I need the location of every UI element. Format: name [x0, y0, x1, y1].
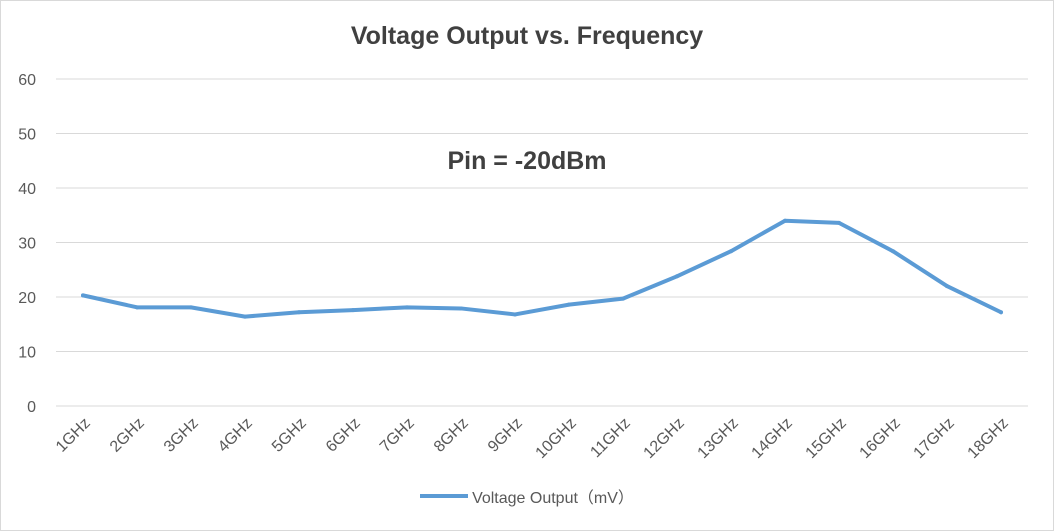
- data-point: [729, 249, 733, 254]
- x-tick-label: 3GHz: [161, 415, 202, 456]
- x-tick-label: 15GHz: [803, 415, 850, 462]
- y-tick-label: 20: [18, 290, 36, 307]
- x-tick-label: 18GHz: [965, 415, 1012, 462]
- x-tick-label: 2GHz: [107, 415, 148, 456]
- y-tick-label: 50: [18, 127, 36, 144]
- x-tick-label: 8GHz: [431, 415, 472, 456]
- x-tick-label: 14GHz: [749, 415, 796, 462]
- grid-lines: [56, 78, 1028, 407]
- x-tick-label: 4GHz: [215, 415, 256, 456]
- data-point: [513, 312, 517, 317]
- x-tick-label: 10GHz: [533, 415, 580, 462]
- series-group: [81, 218, 1003, 319]
- data-point: [999, 310, 1003, 315]
- x-tick-label: 11GHz: [587, 415, 633, 461]
- data-point: [297, 310, 301, 315]
- data-point: [351, 308, 355, 313]
- legend-label: Voltage Output（mV）: [472, 490, 634, 507]
- legend: Voltage Output（mV）: [0, 484, 1054, 508]
- y-tick-label: 30: [18, 236, 36, 253]
- data-point: [81, 293, 85, 298]
- x-tick-label: 6GHz: [323, 415, 364, 456]
- chart-title: Voltage Output vs. Frequency: [350, 22, 704, 50]
- y-tick-label: 10: [18, 345, 36, 362]
- data-point: [675, 274, 679, 279]
- x-tick-label: 9GHz: [485, 415, 526, 456]
- data-point: [567, 302, 571, 307]
- data-point: [459, 306, 463, 311]
- y-tick-label: 0: [27, 399, 36, 416]
- data-point: [405, 305, 409, 310]
- x-tick-label: 16GHz: [857, 415, 904, 462]
- data-point: [621, 296, 625, 301]
- x-tick-label: 17GHz: [911, 415, 958, 462]
- chart-annotation: Pin = -20dBm: [447, 147, 607, 175]
- y-tick-label: 40: [18, 181, 36, 198]
- data-point: [189, 305, 193, 310]
- y-axis-ticks: 0 10 20 30 40 50 60: [18, 72, 36, 416]
- y-tick-label: 60: [18, 72, 36, 89]
- x-tick-label: 7GHz: [377, 415, 418, 456]
- data-point: [783, 218, 787, 223]
- data-point: [135, 305, 139, 310]
- x-tick-label: 13GHz: [695, 415, 742, 462]
- x-tick-label: 1GHz: [53, 415, 94, 456]
- series-line: [81, 218, 1003, 319]
- data-point: [243, 314, 247, 319]
- x-axis-ticks: 1GHz 2GHz 3GHz 4GHz 5GHz 6GHz 7GHz 8GHz 9GHz 10GH…: [53, 415, 1012, 462]
- data-point: [891, 249, 895, 254]
- data-point: [945, 284, 949, 289]
- x-tick-label: 5GHz: [269, 415, 310, 456]
- legend-swatch: [420, 494, 469, 498]
- x-tick-label: 12GHz: [641, 415, 688, 462]
- data-point: [837, 220, 841, 225]
